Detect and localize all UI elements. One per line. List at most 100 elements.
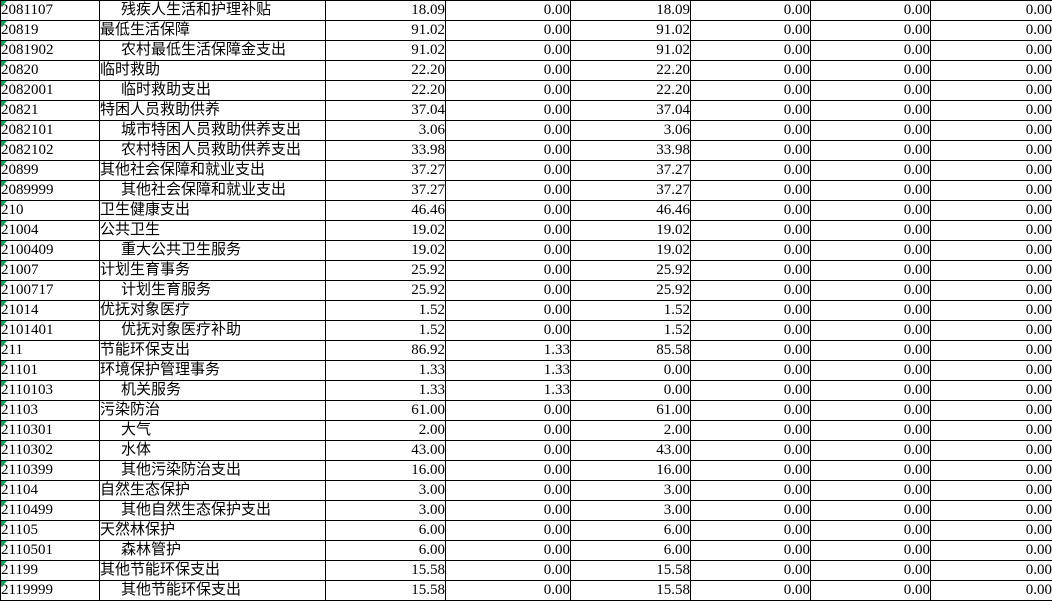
name-cell[interactable]: 自然生态保护	[99, 480, 326, 501]
name-cell[interactable]: 特困人员救助供养	[99, 100, 326, 121]
value-cell[interactable]: 1.33	[445, 340, 571, 361]
value-cell[interactable]: 0.00	[690, 220, 811, 241]
value-cell[interactable]: 0.00	[930, 260, 1052, 281]
value-cell[interactable]: 0.00	[690, 260, 811, 281]
value-cell[interactable]: 0.00	[445, 200, 571, 221]
value-cell[interactable]: 0.00	[690, 400, 811, 421]
value-cell[interactable]: 37.27	[325, 180, 446, 201]
code-cell[interactable]: 20819	[0, 20, 100, 41]
value-cell[interactable]: 0.00	[445, 580, 571, 601]
value-cell[interactable]: 0.00	[445, 520, 571, 541]
name-cell[interactable]: 城市特困人员救助供养支出	[99, 120, 326, 141]
code-cell[interactable]: 21199	[0, 560, 100, 581]
code-cell[interactable]: 2110103	[0, 380, 100, 401]
value-cell[interactable]: 0.00	[810, 520, 931, 541]
code-cell[interactable]: 20820	[0, 60, 100, 81]
value-cell[interactable]: 0.00	[690, 60, 811, 81]
value-cell[interactable]: 0.00	[445, 220, 571, 241]
value-cell[interactable]: 37.27	[570, 180, 691, 201]
value-cell[interactable]: 0.00	[810, 200, 931, 221]
value-cell[interactable]: 0.00	[690, 520, 811, 541]
name-cell[interactable]: 水体	[99, 440, 326, 461]
value-cell[interactable]: 15.58	[325, 560, 446, 581]
code-cell[interactable]: 21101	[0, 360, 100, 381]
name-cell[interactable]: 其他自然生态保护支出	[99, 500, 326, 521]
value-cell[interactable]: 0.00	[810, 340, 931, 361]
code-cell[interactable]: 21014	[0, 300, 100, 321]
value-cell[interactable]: 91.02	[570, 40, 691, 61]
name-cell[interactable]: 公共卫生	[99, 220, 326, 241]
name-cell[interactable]: 污染防治	[99, 400, 326, 421]
value-cell[interactable]: 0.00	[810, 300, 931, 321]
code-cell[interactable]: 2081902	[0, 40, 100, 61]
code-cell[interactable]: 2110499	[0, 500, 100, 521]
value-cell[interactable]: 0.00	[810, 560, 931, 581]
value-cell[interactable]: 3.00	[325, 480, 446, 501]
value-cell[interactable]: 86.92	[325, 340, 446, 361]
value-cell[interactable]: 0.00	[810, 220, 931, 241]
value-cell[interactable]: 0.00	[810, 240, 931, 261]
name-cell[interactable]: 临时救助	[99, 60, 326, 81]
value-cell[interactable]: 0.00	[930, 0, 1052, 21]
value-cell[interactable]: 0.00	[930, 400, 1052, 421]
value-cell[interactable]: 25.92	[570, 260, 691, 281]
value-cell[interactable]: 0.00	[930, 420, 1052, 441]
value-cell[interactable]: 0.00	[445, 0, 571, 21]
value-cell[interactable]: 0.00	[930, 80, 1052, 101]
name-cell[interactable]: 重大公共卫生服务	[99, 240, 326, 261]
value-cell[interactable]: 22.20	[570, 60, 691, 81]
value-cell[interactable]: 0.00	[810, 120, 931, 141]
value-cell[interactable]: 0.00	[690, 460, 811, 481]
name-cell[interactable]: 计划生育事务	[99, 260, 326, 281]
value-cell[interactable]: 0.00	[930, 300, 1052, 321]
value-cell[interactable]: 0.00	[930, 60, 1052, 81]
value-cell[interactable]: 0.00	[445, 20, 571, 41]
value-cell[interactable]: 6.00	[325, 520, 446, 541]
name-cell[interactable]: 天然林保护	[99, 520, 326, 541]
value-cell[interactable]: 37.04	[325, 100, 446, 121]
value-cell[interactable]: 3.00	[570, 480, 691, 501]
value-cell[interactable]: 25.92	[325, 280, 446, 301]
value-cell[interactable]: 0.00	[810, 80, 931, 101]
value-cell[interactable]: 6.00	[570, 520, 691, 541]
value-cell[interactable]: 0.00	[690, 160, 811, 181]
value-cell[interactable]: 0.00	[930, 480, 1052, 501]
value-cell[interactable]: 0.00	[930, 320, 1052, 341]
name-cell[interactable]: 卫生健康支出	[99, 200, 326, 221]
value-cell[interactable]: 33.98	[325, 140, 446, 161]
value-cell[interactable]: 0.00	[810, 180, 931, 201]
value-cell[interactable]: 25.92	[325, 260, 446, 281]
value-cell[interactable]: 19.02	[570, 240, 691, 261]
value-cell[interactable]: 91.02	[570, 20, 691, 41]
value-cell[interactable]: 1.33	[325, 380, 446, 401]
name-cell[interactable]: 森林管护	[99, 540, 326, 561]
value-cell[interactable]: 0.00	[810, 140, 931, 161]
value-cell[interactable]: 0.00	[930, 580, 1052, 601]
value-cell[interactable]: 0.00	[810, 500, 931, 521]
value-cell[interactable]: 0.00	[445, 140, 571, 161]
value-cell[interactable]: 0.00	[690, 140, 811, 161]
value-cell[interactable]: 0.00	[810, 360, 931, 381]
value-cell[interactable]: 0.00	[445, 40, 571, 61]
value-cell[interactable]: 0.00	[810, 400, 931, 421]
value-cell[interactable]: 0.00	[810, 440, 931, 461]
value-cell[interactable]: 0.00	[690, 80, 811, 101]
value-cell[interactable]: 0.00	[930, 560, 1052, 581]
value-cell[interactable]: 46.46	[325, 200, 446, 221]
value-cell[interactable]: 0.00	[690, 500, 811, 521]
value-cell[interactable]: 0.00	[445, 440, 571, 461]
value-cell[interactable]: 0.00	[690, 200, 811, 221]
code-cell[interactable]: 2081107	[0, 0, 100, 21]
code-cell[interactable]: 2100717	[0, 280, 100, 301]
name-cell[interactable]: 临时救助支出	[99, 80, 326, 101]
value-cell[interactable]: 0.00	[810, 540, 931, 561]
code-cell[interactable]: 21007	[0, 260, 100, 281]
value-cell[interactable]: 25.92	[570, 280, 691, 301]
value-cell[interactable]: 0.00	[930, 120, 1052, 141]
value-cell[interactable]: 0.00	[930, 100, 1052, 121]
value-cell[interactable]: 15.58	[570, 580, 691, 601]
value-cell[interactable]: 19.02	[570, 220, 691, 241]
value-cell[interactable]: 0.00	[445, 80, 571, 101]
value-cell[interactable]: 0.00	[445, 280, 571, 301]
value-cell[interactable]: 0.00	[690, 320, 811, 341]
